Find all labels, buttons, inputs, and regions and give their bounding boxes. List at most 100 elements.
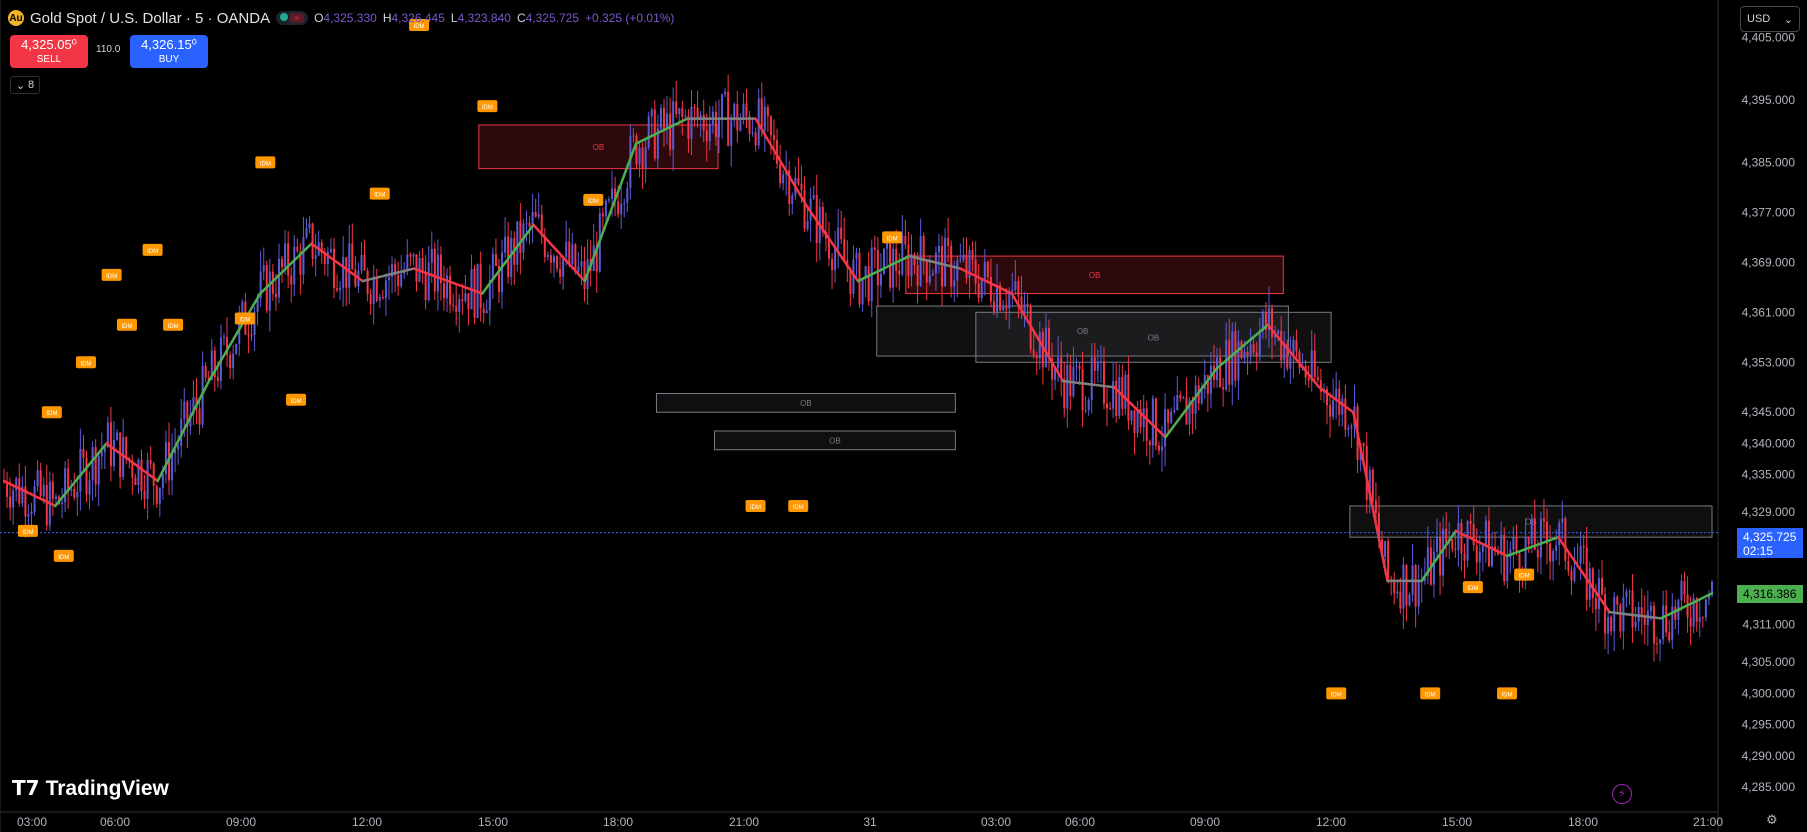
symbol-header[interactable]: Au Gold Spot / U.S. Dollar · 5 · OANDA ≈…	[8, 6, 674, 30]
candle-body	[351, 243, 353, 269]
candle-body	[651, 109, 653, 116]
candle-body	[990, 277, 992, 301]
candle-body	[883, 249, 885, 274]
candle-body	[305, 228, 307, 237]
candle-body	[556, 256, 558, 269]
candle-body	[287, 243, 289, 275]
candle-body	[467, 293, 469, 309]
idm-marker-label: IDM	[750, 505, 761, 511]
candle-body	[1482, 545, 1484, 551]
candle-body	[113, 440, 115, 466]
candle-body	[1418, 582, 1420, 606]
candle-body	[538, 214, 540, 216]
candle-body	[1613, 597, 1615, 631]
ma-segment	[830, 239, 836, 247]
indicators-toggle-button[interactable]: ⌄ 8	[10, 76, 40, 94]
sell-button[interactable]: 4,325.05⁰ SELL	[10, 35, 88, 68]
candle-body	[584, 261, 586, 289]
candle-body	[1240, 341, 1242, 358]
candle-body	[639, 148, 641, 165]
market-status[interactable]: ≈	[276, 11, 308, 25]
candle-body	[425, 272, 427, 300]
candle-body	[232, 354, 234, 369]
candle-body	[1580, 546, 1582, 564]
candle-body	[730, 120, 732, 146]
candle-body	[941, 246, 943, 286]
candle-body	[1112, 381, 1114, 409]
price-tick-label: 4,340.000	[1742, 436, 1796, 450]
candle-body	[996, 285, 998, 312]
candle-body	[1396, 592, 1398, 594]
candle-body	[947, 238, 949, 246]
candle-body	[1457, 523, 1459, 550]
candle-body	[1567, 561, 1569, 571]
time-tick-label: 09:00	[226, 815, 256, 829]
price-tick-label: 4,353.000	[1742, 355, 1796, 369]
candle-body	[474, 269, 476, 318]
candle-body	[437, 255, 439, 292]
candle-body	[281, 259, 283, 268]
price-axis[interactable]: 4,405.000 4,395.000 4,385.000 4,377.000 4,36…	[1742, 30, 1796, 794]
candle-body	[385, 280, 387, 298]
candle-body	[703, 115, 705, 130]
price-tick-label: 4,395.000	[1742, 93, 1796, 107]
candle-body	[1075, 366, 1077, 367]
idm-marker: IDM	[746, 500, 766, 512]
candle-body	[370, 294, 372, 304]
candle-body	[1445, 529, 1447, 543]
candle-body	[61, 503, 63, 505]
candle-body	[1045, 328, 1047, 368]
candle-body	[1222, 387, 1224, 389]
candle-body	[110, 422, 112, 466]
candle-body	[376, 277, 378, 301]
time-axis[interactable]: 03:00 06:00 09:00 12:00 15:00 18:00 21:00 31 03:…	[17, 815, 1723, 829]
currency-select[interactable]: USD ⌄	[1740, 6, 1800, 32]
candle-body	[1632, 591, 1634, 628]
candle-body	[85, 458, 87, 495]
lightning-icon[interactable]: ⚡	[1612, 784, 1632, 804]
candle-body	[171, 453, 173, 480]
tradingview-logo[interactable]: 𝗧𝟳 TradingView	[12, 776, 169, 801]
candle-body	[354, 270, 356, 287]
candle-body	[1014, 281, 1016, 289]
candle-body	[1653, 606, 1655, 644]
candle-body	[804, 190, 806, 229]
order-block-label: OB	[1089, 271, 1101, 280]
symbol-title[interactable]: Gold Spot / U.S. Dollar · 5 · OANDA	[30, 10, 270, 27]
idm-marker-label: IDM	[1467, 586, 1478, 592]
candle-body	[333, 249, 335, 288]
candle-body	[1347, 428, 1349, 430]
idm-marker: IDM	[1497, 687, 1517, 699]
time-tick-label: 06:00	[100, 815, 130, 829]
candle-body	[663, 108, 665, 130]
candle-body	[1017, 281, 1019, 296]
candle-body	[1583, 546, 1585, 547]
candle-body	[275, 294, 277, 298]
idm-marker-label: IDM	[1425, 692, 1436, 698]
candle-body	[1635, 622, 1637, 627]
candle-body	[1570, 571, 1572, 581]
candle-body	[348, 243, 350, 287]
idm-marker-label: IDM	[1331, 692, 1342, 698]
candle-body	[1610, 617, 1612, 631]
candle-body	[547, 255, 549, 257]
candle-body	[1595, 598, 1597, 609]
buy-label: BUY	[130, 52, 208, 67]
ma-segment	[203, 381, 209, 392]
candle-body	[1088, 400, 1090, 410]
candle-body	[1253, 344, 1255, 352]
candle-body	[1137, 409, 1139, 433]
order-block-label: OB	[593, 143, 605, 152]
candle-body	[30, 512, 32, 514]
candle-body	[1256, 352, 1258, 356]
gear-icon[interactable]: ⚙	[1766, 812, 1778, 828]
order-block-label: OB	[1148, 333, 1160, 342]
candle-body	[956, 261, 958, 281]
candle-body	[1027, 304, 1029, 306]
price-tick-label: 4,377.000	[1742, 205, 1796, 219]
candle-body	[568, 242, 570, 264]
candle-body	[309, 224, 311, 228]
buy-button[interactable]: 4,326.15⁰ BUY	[130, 35, 208, 68]
price-tick-label: 4,290.000	[1742, 749, 1796, 763]
